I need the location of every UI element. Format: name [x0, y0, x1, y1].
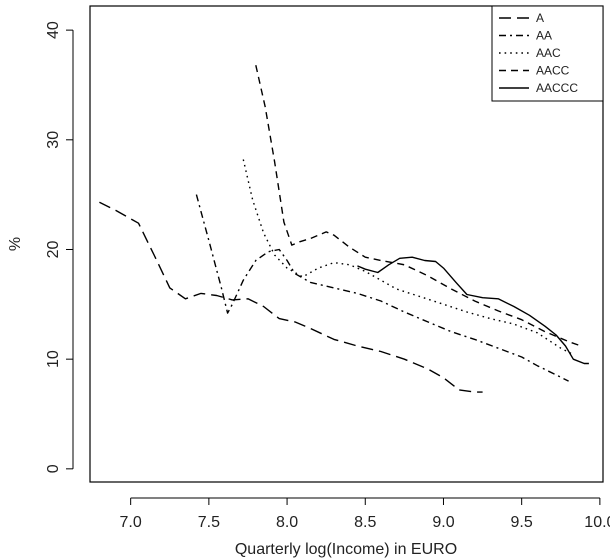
series-line-aac: [242, 159, 573, 355]
legend-label: AACCC: [536, 81, 578, 95]
legend-label: AAC: [536, 46, 561, 60]
series-layer: [99, 65, 589, 393]
series-line-aaccc: [357, 256, 589, 365]
x-tick-label: 9.5: [511, 514, 533, 531]
x-tick-label: 9.0: [432, 514, 454, 531]
y-axis-label: %: [7, 237, 24, 251]
x-axis: 7.0 7.5 8.0 8.5 9.0 9.5 10.0: [120, 497, 610, 531]
series-line-aacc: [255, 65, 582, 347]
y-tick-label: 30: [45, 131, 62, 149]
x-tick-label: 10.0: [584, 514, 610, 531]
x-tick-label: 7.5: [198, 514, 220, 531]
series-line-aa: [195, 194, 569, 382]
plot-frame: [89, 5, 604, 483]
y-tick-label: 0: [45, 464, 62, 473]
y-tick-label: 20: [45, 240, 62, 258]
series-line-a: [99, 201, 483, 393]
x-tick-label: 8.5: [354, 514, 376, 531]
x-tick-label: 7.0: [120, 514, 142, 531]
legend-label: A: [536, 11, 544, 25]
legend-label: AACC: [536, 64, 570, 78]
legend-label: AA: [536, 29, 552, 43]
y-tick-label: 40: [45, 21, 62, 39]
y-axis: 0 10 20 30 40: [45, 21, 74, 473]
y-tick-label: 10: [45, 350, 62, 368]
x-axis-label: Quarterly log(Income) in EURO: [235, 541, 457, 558]
x-tick-label: 8.0: [276, 514, 298, 531]
